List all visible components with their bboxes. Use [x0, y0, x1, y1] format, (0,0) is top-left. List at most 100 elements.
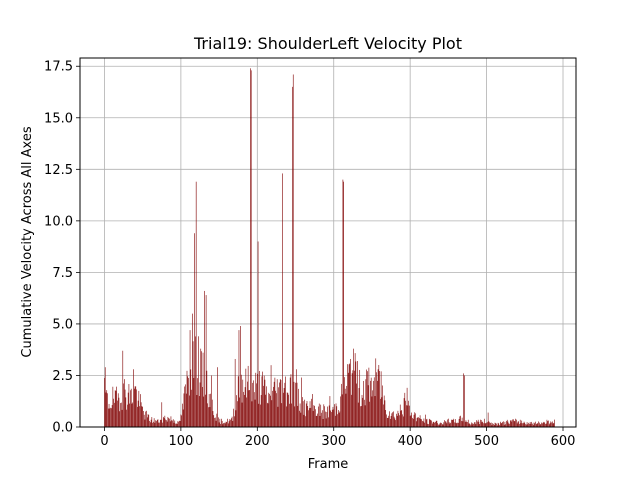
velocity-bar [112, 386, 114, 427]
velocity-bar [542, 422, 544, 427]
velocity-bar [117, 393, 119, 427]
velocity-bar [274, 377, 276, 427]
velocity-bar [201, 351, 202, 427]
velocity-bar [247, 381, 248, 427]
velocity-bar [547, 421, 549, 427]
velocity-bar [526, 422, 528, 427]
velocity-bar [399, 415, 400, 427]
velocity-bar [438, 424, 440, 427]
velocity-bar [248, 390, 250, 427]
velocity-bar [348, 364, 350, 427]
velocity-bar [126, 409, 127, 427]
velocity-bar [529, 421, 531, 427]
velocity-bar [539, 422, 540, 427]
velocity-bar [297, 405, 299, 427]
velocity-bar [347, 364, 348, 427]
velocity-bar [529, 423, 530, 427]
velocity-bar [314, 405, 315, 427]
velocity-bar [401, 410, 403, 427]
velocity-bar [315, 409, 316, 427]
velocity-bar [143, 414, 145, 427]
velocity-bar [380, 371, 382, 427]
velocity-bar [371, 396, 373, 427]
velocity-bar [197, 378, 198, 427]
velocity-bar [146, 417, 148, 427]
velocity-bar [257, 373, 258, 427]
velocity-bar [185, 384, 186, 427]
velocity-bar [179, 421, 181, 427]
velocity-bar [321, 410, 323, 427]
velocity-bar [139, 406, 140, 427]
velocity-bar [158, 422, 160, 427]
velocity-bar [226, 421, 228, 427]
velocity-bar [322, 419, 324, 427]
velocity-bar [163, 416, 164, 427]
velocity-bar [184, 386, 186, 427]
velocity-bar [350, 358, 351, 427]
velocity-bar [433, 421, 435, 427]
velocity-bar [266, 402, 268, 427]
velocity-bar [448, 418, 449, 427]
velocity-bar [265, 394, 267, 427]
velocity-bar [218, 417, 219, 427]
velocity-bar [308, 408, 310, 427]
velocity-bar [373, 377, 375, 427]
velocity-bar [435, 422, 436, 427]
velocity-bar [202, 352, 204, 427]
velocity-bar [406, 405, 407, 427]
velocity-bar [244, 387, 246, 427]
velocity-bar [155, 420, 156, 427]
velocity-bar [133, 388, 135, 427]
velocity-bar [458, 422, 459, 427]
velocity-bar [439, 423, 441, 427]
velocity-bar [445, 421, 447, 427]
velocity-bar [476, 420, 477, 427]
velocity-bar [330, 410, 331, 427]
y-tick-label: 5.0 [52, 317, 73, 332]
velocity-bar [159, 419, 161, 427]
velocity-bar [428, 418, 430, 427]
velocity-bar [292, 74, 294, 428]
velocity-bar [506, 419, 508, 427]
velocity-bar [261, 376, 263, 427]
velocity-bar [236, 395, 237, 427]
velocity-bar [234, 358, 236, 427]
velocity-bar [514, 421, 516, 427]
velocity-bar [334, 404, 335, 427]
velocity-bar [402, 414, 403, 427]
velocity-bar [194, 233, 195, 427]
velocity-bar [114, 402, 115, 427]
velocity-bar [237, 401, 238, 427]
velocity-bar [160, 419, 162, 427]
velocity-bar [185, 393, 187, 427]
velocity-bar [153, 418, 155, 427]
velocity-bar [369, 401, 370, 427]
velocity-bar [418, 417, 419, 427]
velocity-bar [447, 419, 448, 427]
velocity-bar [129, 403, 130, 427]
velocity-bar [150, 419, 152, 427]
velocity-bar [395, 420, 396, 427]
velocity-bar [192, 313, 193, 427]
velocity-bar [552, 423, 554, 427]
velocity-bar [415, 421, 417, 427]
y-tick-label: 0.0 [52, 421, 73, 436]
velocity-bar [513, 419, 514, 427]
velocity-bar [326, 411, 328, 427]
velocity-bar [176, 423, 178, 427]
velocity-bars [104, 68, 555, 428]
velocity-bar [208, 394, 210, 427]
velocity-bar [318, 403, 320, 427]
velocity-bar [477, 421, 478, 427]
velocity-bar [309, 401, 311, 427]
velocity-bar [131, 403, 133, 427]
velocity-bar [440, 422, 442, 427]
velocity-bar [121, 409, 123, 427]
velocity-bar [458, 418, 460, 427]
velocity-bar [399, 404, 401, 427]
velocity-bar [419, 418, 420, 427]
velocity-bar [304, 399, 305, 427]
velocity-bar [459, 416, 461, 427]
velocity-bar [257, 241, 259, 427]
velocity-bar [215, 420, 217, 427]
